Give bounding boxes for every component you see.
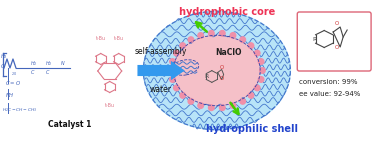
- Text: $N$: $N$: [60, 59, 65, 67]
- Text: $C=O$: $C=O$: [6, 79, 22, 87]
- Text: O: O: [335, 45, 339, 50]
- Text: t-Bu: t-Bu: [105, 103, 115, 108]
- Text: water: water: [150, 84, 172, 93]
- Text: $C$: $C$: [45, 68, 50, 76]
- Text: hydrophobic core: hydrophobic core: [179, 7, 275, 17]
- Text: $C$: $C$: [30, 68, 35, 76]
- Text: $H_2$: $H_2$: [30, 59, 37, 68]
- Circle shape: [170, 77, 175, 82]
- Text: NaClO: NaClO: [215, 48, 242, 57]
- Text: t-Bu: t-Bu: [96, 36, 106, 41]
- Circle shape: [248, 92, 254, 98]
- Circle shape: [260, 68, 265, 73]
- Circle shape: [188, 37, 194, 42]
- Text: $_{20}$: $_{20}$: [11, 71, 17, 78]
- Circle shape: [220, 105, 225, 111]
- Text: R: R: [312, 37, 316, 42]
- Circle shape: [209, 30, 214, 36]
- FancyArrowPatch shape: [231, 103, 239, 114]
- FancyArrowPatch shape: [138, 61, 185, 80]
- Text: O: O: [335, 21, 339, 26]
- Text: R: R: [205, 73, 209, 79]
- FancyArrowPatch shape: [196, 22, 207, 32]
- FancyBboxPatch shape: [297, 12, 371, 71]
- Circle shape: [198, 33, 203, 38]
- Text: t-Bu: t-Bu: [114, 36, 124, 41]
- Text: Catalyst 1: Catalyst 1: [48, 120, 91, 129]
- Circle shape: [248, 43, 254, 49]
- Text: $NH$: $NH$: [6, 91, 15, 99]
- Text: O: O: [220, 65, 225, 70]
- Circle shape: [230, 103, 236, 108]
- Circle shape: [170, 59, 175, 64]
- Circle shape: [209, 105, 214, 111]
- Circle shape: [258, 77, 264, 82]
- Circle shape: [220, 30, 225, 36]
- Ellipse shape: [143, 11, 290, 130]
- Circle shape: [258, 59, 264, 64]
- Text: ee value: 92-94%: ee value: 92-94%: [299, 91, 361, 97]
- Circle shape: [169, 68, 174, 73]
- Ellipse shape: [174, 35, 260, 106]
- Text: O: O: [220, 77, 225, 81]
- Circle shape: [174, 50, 179, 56]
- Text: hydrophilic shell: hydrophilic shell: [206, 124, 298, 134]
- Circle shape: [240, 99, 246, 104]
- Text: $H_2$: $H_2$: [0, 52, 8, 61]
- Text: conversion: 99%: conversion: 99%: [299, 79, 358, 85]
- Circle shape: [174, 85, 179, 91]
- Circle shape: [254, 50, 260, 56]
- Circle shape: [188, 99, 194, 104]
- Circle shape: [198, 103, 203, 108]
- Circle shape: [180, 92, 186, 98]
- Circle shape: [254, 85, 260, 91]
- Text: self-assembly: self-assembly: [135, 48, 187, 57]
- Circle shape: [230, 33, 236, 38]
- Circle shape: [180, 43, 186, 49]
- Circle shape: [240, 37, 246, 42]
- Text: $H_2C-CH-CH_3$: $H_2C-CH-CH_3$: [3, 106, 38, 114]
- Text: $C$: $C$: [0, 62, 6, 70]
- Text: $H_2$: $H_2$: [45, 59, 53, 68]
